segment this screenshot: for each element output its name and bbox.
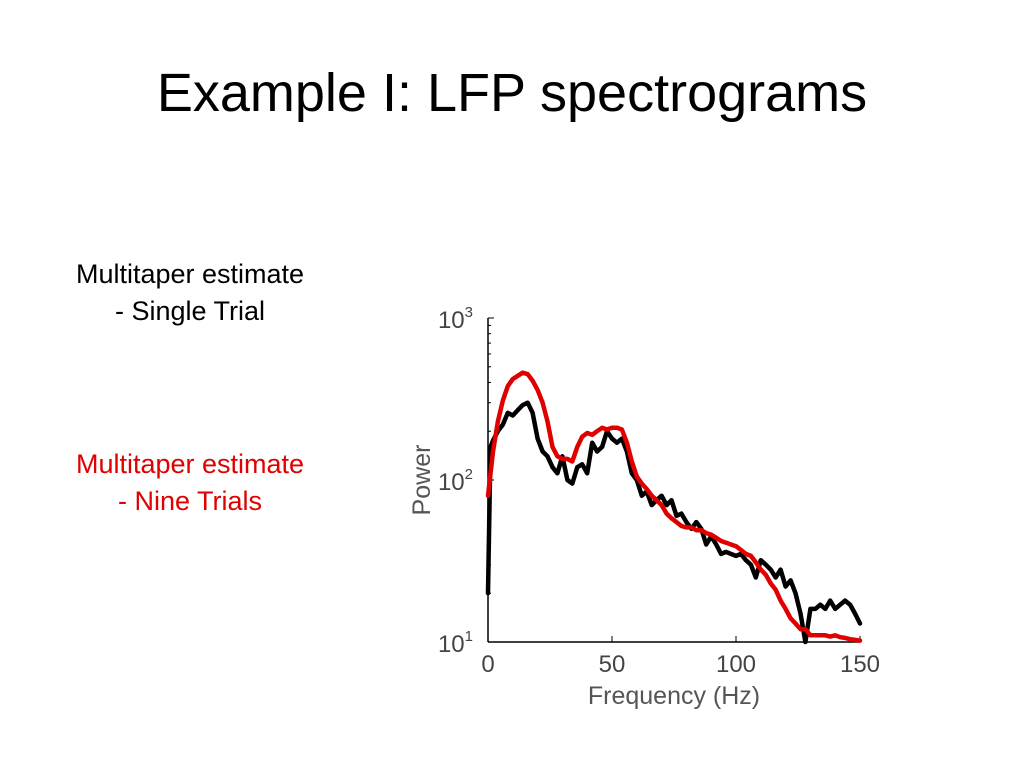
caption-single-line-1: Multitaper estimate [75,259,305,289]
y-axis-label: Power [408,445,436,516]
chart-axes [487,317,861,643]
caption-single-trial: Multitaper estimate - Single Trial [20,256,360,330]
series-line-single-trial [485,400,863,645]
x-axis-label: Frequency (Hz) [588,682,760,710]
x-tick-label: 150 [840,651,880,678]
y-tick-label: 102 [438,466,473,496]
x-tick-label: 0 [481,651,494,678]
caption-nine-trials: Multitaper estimate - Nine Trials [20,446,360,520]
chart-tick-labels: 0 50 100 150 101 102 103 [438,304,880,678]
series-line-nine-trials [485,370,863,643]
power-spectrum-chart: 0 50 100 150 101 102 103 Frequency (Hz) Power [408,304,880,710]
caption-nine-line-2: - Nine Trials [117,486,263,516]
chart-series [485,370,863,645]
y-tick-label: 101 [438,628,473,658]
y-tick-label: 103 [438,304,473,334]
caption-nine-line-1: Multitaper estimate [75,449,305,479]
caption-single-line-2: - Single Trial [114,296,266,326]
slide-title: Example I: LFP spectrograms [156,63,868,123]
x-tick-label: 100 [716,651,756,678]
x-tick-label: 50 [599,651,626,678]
